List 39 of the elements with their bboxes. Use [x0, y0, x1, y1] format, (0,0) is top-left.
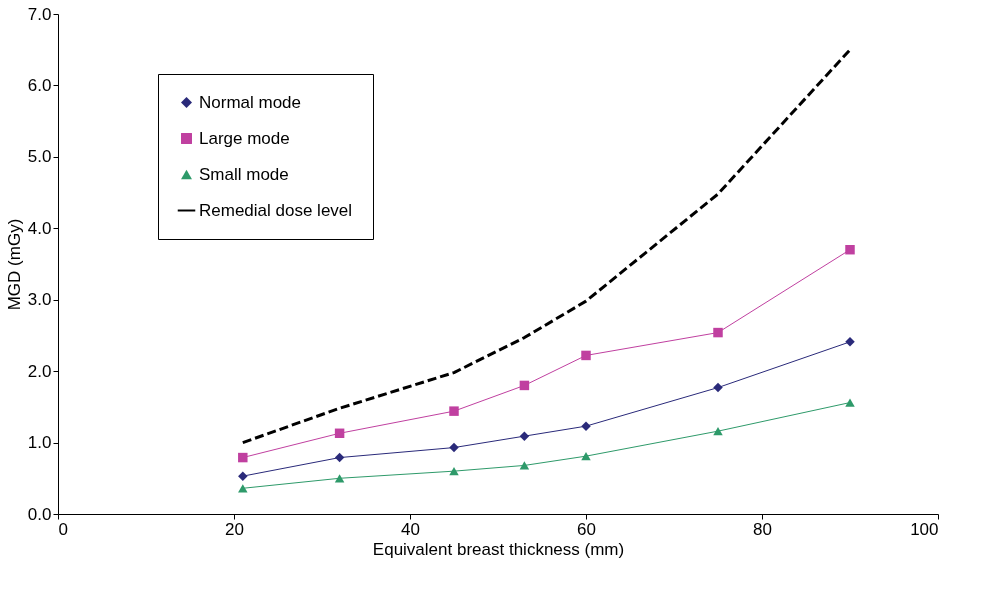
point — [845, 244, 855, 255]
x-tick-label: 60 — [577, 519, 596, 539]
point — [238, 452, 248, 463]
y-tick-label: 1.0 — [27, 433, 52, 453]
point — [334, 452, 345, 463]
point — [713, 327, 723, 338]
point — [519, 461, 530, 470]
y-tick-label: 0.0 — [27, 504, 52, 524]
point — [334, 474, 345, 483]
y-tick-label: 7.0 — [27, 4, 52, 24]
x-tick-label: 40 — [401, 519, 420, 539]
legend-label: Small mode — [199, 164, 289, 184]
legend-label: Remedial dose level — [199, 200, 353, 220]
point — [581, 452, 591, 461]
x-tick-label: 80 — [753, 519, 772, 539]
point — [519, 380, 530, 391]
point — [334, 428, 345, 439]
point — [449, 467, 459, 476]
x-axis-title: Equivalent breast thickness (mm) — [372, 539, 625, 559]
y-tick-label: 4.0 — [27, 218, 52, 238]
x-tick-label: 100 — [910, 519, 939, 539]
point — [581, 350, 591, 361]
point — [449, 406, 459, 416]
y-tick-label: 6.0 — [27, 75, 52, 95]
y-tick-label: 5.0 — [27, 147, 52, 167]
legend-label: Large mode — [199, 128, 290, 148]
legend-label: Normal mode — [199, 92, 302, 112]
point — [238, 471, 248, 481]
point — [238, 484, 248, 493]
point — [449, 442, 459, 453]
point — [713, 382, 723, 393]
y-tick-label: 3.0 — [27, 290, 52, 310]
y-axis-title: MGD (mGy) — [4, 218, 24, 311]
x-tick-label: 0 — [58, 519, 68, 539]
point — [713, 427, 723, 436]
y-tick-label: 2.0 — [27, 361, 52, 381]
x-tick-label: 20 — [225, 519, 244, 539]
point — [519, 431, 530, 441]
point — [845, 398, 855, 407]
